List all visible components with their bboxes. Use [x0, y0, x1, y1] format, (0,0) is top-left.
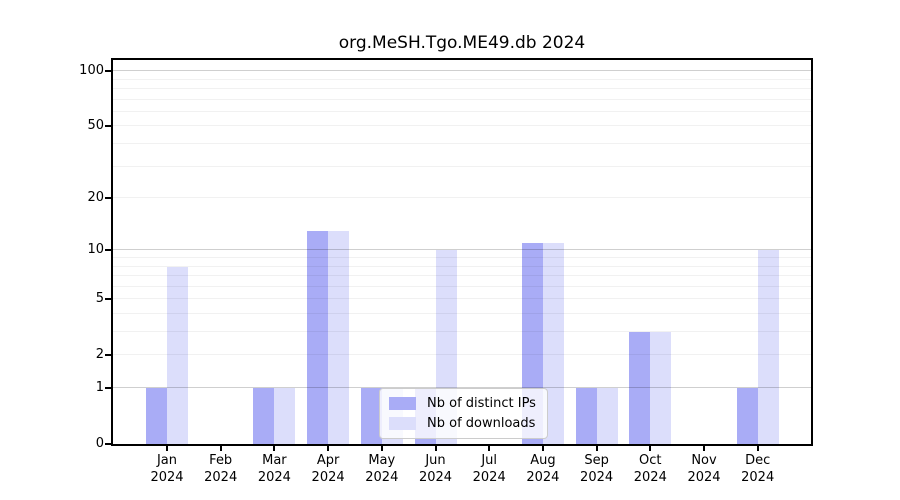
y-tick-mark-1 — [105, 387, 111, 389]
x-tick-mark-oct — [649, 446, 652, 451]
y-tick-label-10: 10 — [87, 242, 104, 258]
gridline-90 — [113, 78, 811, 80]
bar-distinct-ips-dec — [736, 388, 758, 444]
x-tick-mark-sep — [595, 446, 598, 451]
y-tick-mark-0 — [105, 443, 111, 445]
downloads-swatch — [389, 417, 416, 430]
y-tick-mark-100 — [105, 70, 111, 73]
x-tick-label-jun: Jun 2024 — [418, 453, 453, 485]
gridline-30 — [113, 165, 811, 167]
gridline-100 — [113, 70, 811, 72]
gridline-50 — [113, 125, 811, 127]
y-tick-label-20: 20 — [87, 190, 104, 206]
x-tick-mark-mar — [273, 446, 276, 451]
bar-downloads-mar — [274, 388, 296, 444]
distinct-ips-swatch — [389, 397, 416, 410]
x-tick-mark-dec — [756, 446, 759, 451]
x-tick-mark-jan — [166, 446, 168, 451]
y-tick-mark-10 — [105, 249, 111, 252]
x-tick-mark-feb — [219, 446, 222, 451]
gridline-6 — [113, 285, 811, 287]
gridline-70 — [113, 98, 811, 100]
bar-downloads-sep — [596, 388, 618, 444]
y-tick-label-50: 50 — [87, 118, 104, 134]
gridline-60 — [113, 110, 811, 112]
bar-downloads-dec — [757, 250, 779, 444]
x-tick-label-oct: Oct 2024 — [633, 453, 667, 485]
bar-distinct-ips-may — [360, 388, 382, 444]
bar-distinct-ips-oct — [629, 332, 651, 444]
y-tick-label-5: 5 — [95, 291, 104, 307]
x-tick-label-may: May 2024 — [365, 453, 399, 485]
x-tick-mark-apr — [327, 446, 330, 451]
bar-distinct-ips-sep — [575, 388, 597, 444]
x-tick-label-sep: Sep 2024 — [580, 453, 614, 485]
y-tick-label-0: 0 — [95, 436, 104, 451]
gridline-2 — [113, 354, 811, 356]
x-tick-label-dec: Dec 2024 — [741, 453, 775, 485]
x-tick-label-apr: Apr 2024 — [311, 453, 345, 485]
x-tick-mark-aug — [541, 446, 544, 451]
bar-downloads-oct — [650, 332, 672, 444]
legend: Nb of distinct IPs Nb of downloads — [379, 388, 548, 439]
legend-item-downloads: Nb of downloads — [389, 416, 536, 431]
gridline-7 — [113, 275, 811, 277]
bar-downloads-aug — [542, 243, 564, 444]
y-tick-mark-2 — [105, 354, 111, 357]
legend-label-downloads: Nb of downloads — [427, 416, 536, 431]
bar-distinct-ips-jan — [146, 388, 167, 444]
legend-label-distinct-ips: Nb of distinct IPs — [427, 396, 536, 411]
gridline-5 — [113, 298, 811, 300]
y-tick-mark-5 — [105, 298, 111, 301]
gridline-80 — [113, 88, 811, 90]
y-tick-mark-50 — [105, 125, 111, 128]
y-tick-label-2: 2 — [95, 347, 104, 363]
gridline-3 — [113, 331, 811, 333]
x-tick-label-nov: Nov 2024 — [687, 453, 721, 485]
y-tick-label-100: 100 — [79, 63, 104, 79]
x-tick-mark-jul — [488, 446, 491, 451]
gridline-8 — [113, 265, 811, 267]
x-tick-label-mar: Mar 2024 — [257, 453, 291, 485]
x-tick-label-aug: Aug 2024 — [526, 453, 560, 485]
gridline-4 — [113, 313, 811, 314]
x-tick-mark-nov — [703, 446, 705, 451]
legend-item-distinct-ips: Nb of distinct IPs — [389, 396, 536, 411]
gridline-1 — [113, 387, 811, 389]
gridline-20 — [113, 197, 811, 199]
bar-distinct-ips-mar — [253, 388, 275, 444]
bar-downloads-jan — [167, 266, 188, 444]
bar-distinct-ips-apr — [307, 230, 329, 444]
x-tick-mark-jun — [434, 446, 437, 451]
y-tick-label-1: 1 — [95, 380, 104, 395]
x-tick-label-jul: Jul 2024 — [472, 453, 506, 485]
y-tick-mark-20 — [105, 197, 111, 200]
x-tick-label-feb: Feb 2024 — [204, 453, 238, 485]
gridline-40 — [113, 143, 811, 145]
x-tick-mark-may — [380, 446, 383, 451]
chart-title: org.MeSH.Tgo.ME49.db 2024 — [338, 33, 586, 53]
gridline-10 — [113, 249, 811, 251]
bar-downloads-apr — [328, 230, 350, 444]
x-tick-label-jan: Jan 2024 — [150, 453, 184, 485]
gridline-9 — [113, 257, 811, 258]
